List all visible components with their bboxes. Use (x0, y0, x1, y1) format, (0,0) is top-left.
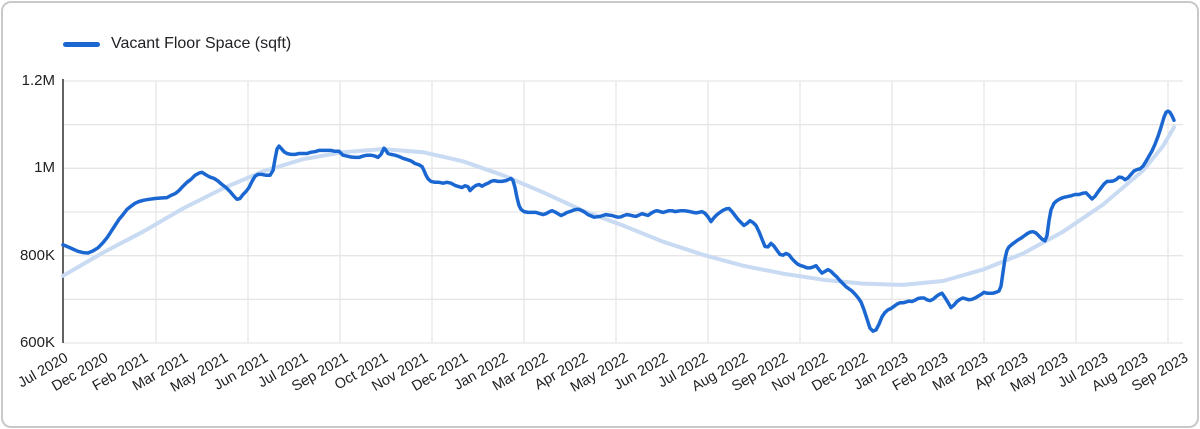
legend-label: Vacant Floor Space (sqft) (111, 35, 292, 52)
legend-line-swatch (63, 41, 100, 47)
y-axis-tick-label: 800K (19, 246, 55, 264)
chart-svg[interactable] (3, 3, 1199, 428)
legend: Vacant Floor Space (sqft) (63, 35, 291, 53)
y-axis-tick-label: 1M (34, 159, 55, 177)
plot-area: 1.2M 1M 800K 600K Jul 2020 Dec 2020 Feb 2021 Ma… (3, 3, 1199, 428)
series-line (61, 109, 1176, 333)
trend-line (61, 125, 1176, 287)
y-axis-tick-label: 600K (19, 334, 55, 351)
y-axis-tick-label: 1.2M (21, 72, 55, 89)
